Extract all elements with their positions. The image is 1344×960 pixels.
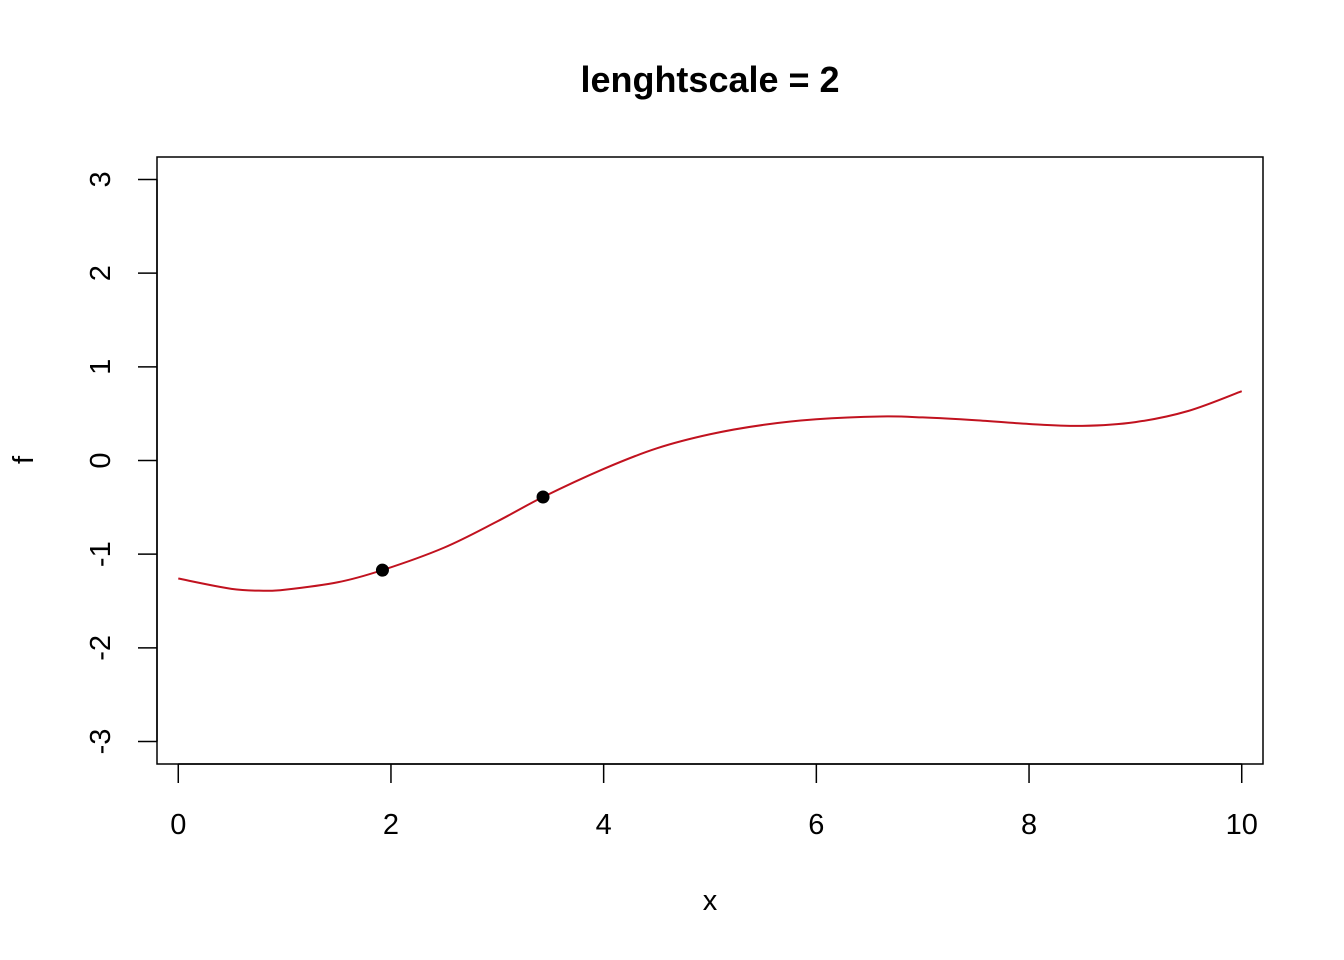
y-axis-label: f bbox=[8, 455, 40, 464]
y-tick-label: -2 bbox=[85, 635, 117, 661]
x-tick-label: 2 bbox=[383, 809, 399, 841]
x-axis-label: x bbox=[703, 885, 718, 917]
sample-function-line bbox=[178, 390, 1243, 592]
y-axis: -3 -2 -1 0 1 2 3 bbox=[85, 171, 158, 755]
x-axis: 0 2 4 6 8 10 bbox=[170, 763, 1258, 841]
x-tick-label: 6 bbox=[808, 809, 824, 841]
observation-point bbox=[375, 563, 389, 577]
plot-area-frame bbox=[156, 156, 1264, 765]
observation-point bbox=[536, 490, 550, 504]
series-layer bbox=[178, 390, 1243, 592]
y-tick-label: 3 bbox=[85, 171, 117, 187]
x-tick-label: 0 bbox=[170, 809, 186, 841]
x-tick-label: 4 bbox=[596, 809, 612, 841]
y-tick-label: -1 bbox=[85, 541, 117, 567]
y-tick-label: -3 bbox=[85, 729, 117, 755]
x-tick-label: 8 bbox=[1021, 809, 1037, 841]
chart-title: lenghtscale = 2 bbox=[580, 59, 839, 100]
y-tick-label: 2 bbox=[85, 265, 117, 281]
x-tick-label: 10 bbox=[1226, 809, 1258, 841]
y-tick-label: 1 bbox=[85, 359, 117, 375]
y-tick-label: 0 bbox=[85, 452, 117, 468]
